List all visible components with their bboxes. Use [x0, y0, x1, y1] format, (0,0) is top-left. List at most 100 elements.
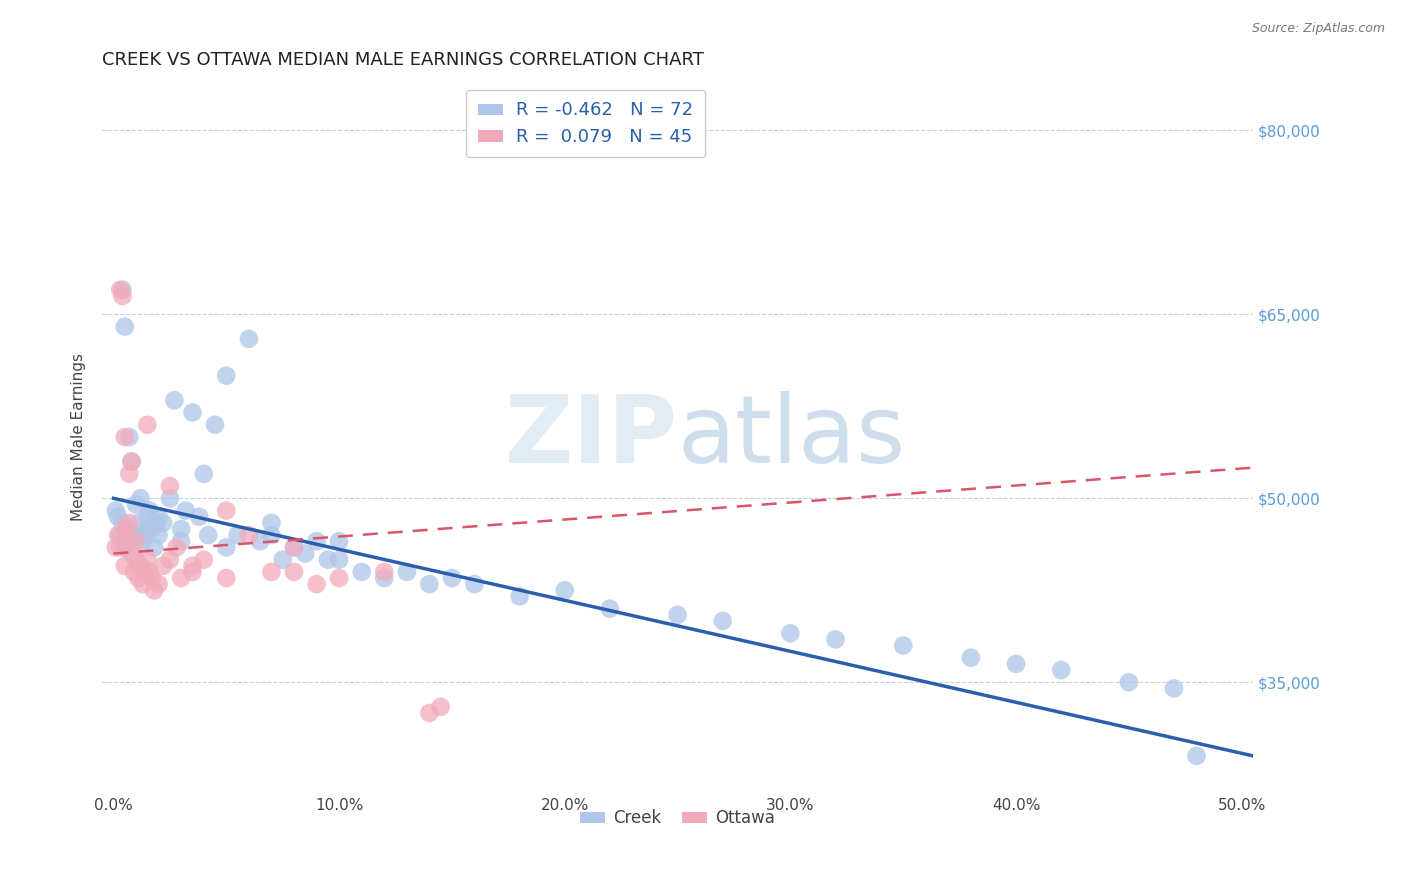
Point	[305, 577, 328, 591]
Point	[215, 368, 238, 383]
Point	[134, 528, 156, 542]
Point	[152, 558, 174, 573]
Point	[118, 467, 141, 481]
Point	[125, 498, 148, 512]
Point	[136, 522, 159, 536]
Point	[215, 503, 238, 517]
Point	[136, 552, 159, 566]
Point	[111, 516, 134, 530]
Point	[193, 467, 215, 481]
Point	[1163, 681, 1185, 696]
Point	[181, 558, 204, 573]
Point	[110, 528, 132, 542]
Point	[260, 516, 283, 530]
Point	[114, 534, 136, 549]
Point	[181, 405, 204, 419]
Text: ZIP: ZIP	[505, 391, 678, 483]
Point	[260, 565, 283, 579]
Point	[118, 430, 141, 444]
Point	[599, 601, 621, 615]
Point	[170, 534, 193, 549]
Point	[107, 528, 129, 542]
Point	[711, 614, 734, 628]
Point	[159, 491, 181, 506]
Point	[174, 503, 197, 517]
Y-axis label: Median Male Earnings: Median Male Earnings	[72, 353, 86, 521]
Point	[141, 522, 163, 536]
Point	[111, 283, 134, 297]
Point	[463, 577, 485, 591]
Legend: Creek, Ottawa: Creek, Ottawa	[574, 803, 782, 834]
Point	[350, 565, 373, 579]
Point	[440, 571, 463, 585]
Point	[104, 503, 127, 517]
Point	[779, 626, 801, 640]
Text: atlas: atlas	[678, 391, 905, 483]
Point	[141, 571, 163, 585]
Point	[1185, 748, 1208, 763]
Point	[121, 454, 143, 468]
Point	[283, 565, 305, 579]
Point	[170, 571, 193, 585]
Point	[152, 516, 174, 530]
Point	[104, 541, 127, 555]
Point	[238, 332, 260, 346]
Point	[197, 528, 219, 542]
Point	[204, 417, 226, 432]
Point	[283, 541, 305, 555]
Point	[110, 283, 132, 297]
Point	[138, 503, 160, 517]
Point	[107, 509, 129, 524]
Point	[373, 571, 395, 585]
Point	[554, 583, 576, 598]
Point	[114, 430, 136, 444]
Point	[114, 522, 136, 536]
Point	[121, 534, 143, 549]
Point	[129, 528, 152, 542]
Point	[429, 699, 451, 714]
Point	[418, 577, 440, 591]
Point	[170, 522, 193, 536]
Point	[114, 541, 136, 555]
Point	[115, 522, 138, 536]
Point	[121, 454, 143, 468]
Point	[249, 534, 271, 549]
Point	[271, 552, 294, 566]
Point	[159, 479, 181, 493]
Point	[159, 552, 181, 566]
Point	[132, 577, 155, 591]
Point	[114, 558, 136, 573]
Point	[114, 319, 136, 334]
Point	[1005, 657, 1028, 671]
Point	[129, 491, 152, 506]
Point	[305, 534, 328, 549]
Point	[118, 516, 141, 530]
Point	[163, 393, 186, 408]
Point	[328, 534, 350, 549]
Point	[328, 571, 350, 585]
Point	[148, 577, 170, 591]
Point	[136, 417, 159, 432]
Point	[193, 552, 215, 566]
Point	[188, 509, 211, 524]
Point	[127, 571, 149, 585]
Point	[395, 565, 418, 579]
Point	[115, 528, 138, 542]
Point	[148, 528, 170, 542]
Point	[132, 534, 155, 549]
Point	[960, 650, 983, 665]
Point	[666, 607, 689, 622]
Point	[294, 547, 316, 561]
Point	[373, 565, 395, 579]
Point	[215, 541, 238, 555]
Point	[1050, 663, 1073, 677]
Point	[122, 528, 145, 542]
Point	[418, 706, 440, 720]
Point	[138, 565, 160, 579]
Point	[125, 552, 148, 566]
Point	[145, 516, 167, 530]
Point	[238, 528, 260, 542]
Point	[143, 583, 166, 598]
Point	[127, 516, 149, 530]
Point	[260, 528, 283, 542]
